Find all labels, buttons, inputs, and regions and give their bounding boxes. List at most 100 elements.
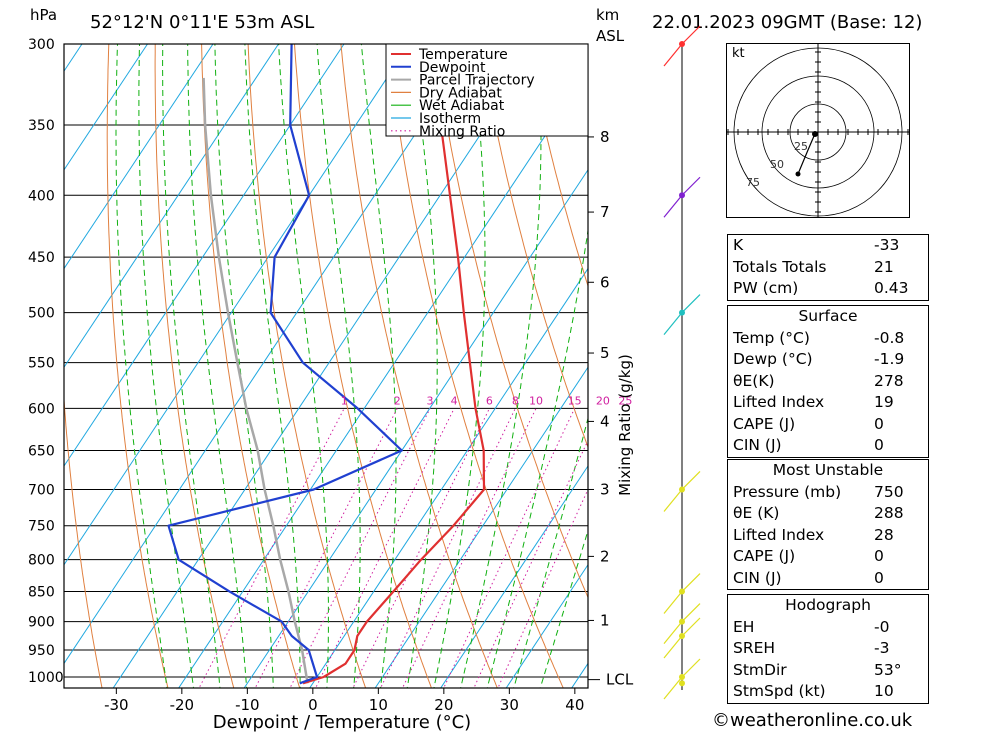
- surface-dewp-row: Dewp (°C) -1.9: [728, 349, 928, 371]
- isotherm-line: [440, 465, 588, 688]
- isotherm-line: [64, 44, 476, 665]
- stmspd-label: StmSpd (kt): [733, 682, 826, 700]
- wet-adiabat-line: [433, 44, 486, 688]
- pressure-axis: 300 350 400 450 500 550 600 650 700 750 800 850 900 9…: [28, 37, 64, 686]
- wind-barb-flag: [681, 471, 701, 490]
- dry-adiabat-line: [154, 44, 235, 688]
- pressure-tick-label: 700: [28, 482, 55, 498]
- mixing-ratio-line: [473, 439, 588, 688]
- pressure-tick-label: 300: [28, 37, 55, 53]
- mixing-ratio-line: [315, 408, 455, 688]
- pressure-tick-label: 550: [28, 356, 55, 372]
- surface-cin-value: 0: [874, 436, 884, 454]
- pressure-unit-label: hPa: [30, 6, 57, 24]
- hodograph-ring-label: 75: [746, 176, 760, 189]
- hodograph-trace: [797, 135, 815, 175]
- parcel-trajectory-line: [202, 77, 309, 684]
- wind-barb-shaft: [663, 676, 683, 700]
- wet-adiabat-line: [360, 44, 397, 688]
- eh-label: EH: [733, 617, 755, 636]
- mixing-ratio-line: [198, 408, 345, 688]
- height-tick-label: 1: [600, 611, 610, 629]
- hodograph-ring-label: 25: [794, 140, 808, 153]
- height-ref-label: ASL: [596, 27, 625, 45]
- mixing-ratio-label: 20: [596, 394, 610, 407]
- mixing-ratio-line: [380, 408, 516, 688]
- height-tick-label: 4: [600, 412, 610, 430]
- mixing-ratio-label: 2: [394, 394, 401, 407]
- pw-value: 0.43: [874, 279, 909, 297]
- mu-cape-value: 0: [874, 547, 884, 565]
- pressure-tick-label: 1000: [28, 670, 64, 686]
- legend-label: Parcel Trajectory: [419, 73, 535, 89]
- height-tick-label: 6: [600, 273, 610, 291]
- profile-lines: [167, 44, 486, 685]
- surface-cin-row: CIN (J) 0: [728, 435, 928, 457]
- mixing-ratio-label: 3: [427, 394, 434, 407]
- pw-label: PW (cm): [733, 279, 799, 297]
- surface-theta-e-label: θE(K): [733, 371, 775, 390]
- copyright-link[interactable]: ©weatheronline.co.uk: [712, 710, 913, 731]
- dry-adiabat-line: [201, 44, 301, 688]
- temperature-axis: -30 -20 -10 0 10 20 30 40: [104, 688, 584, 714]
- mixing-ratio-line: [401, 408, 537, 688]
- stmspd-row: StmSpd (kt) 10: [728, 681, 928, 703]
- surface-cape-row: CAPE (J) 0: [728, 414, 928, 436]
- mu-cin-value: 0: [874, 568, 884, 587]
- isotherm-line: [64, 44, 214, 270]
- x-tick-label: 0: [308, 696, 318, 714]
- height-tick-label: 2: [600, 547, 610, 565]
- pressure-tick-label: 650: [28, 444, 55, 460]
- dry-adiabat-line: [386, 44, 564, 688]
- legend-label: Temperature: [418, 47, 508, 63]
- wet-adiabat-line: [162, 44, 221, 688]
- height-unit-label: km: [596, 6, 619, 24]
- x-tick-label: 30: [500, 696, 519, 714]
- wind-barb-flag: [681, 658, 701, 678]
- totals-totals-row: Totals Totals 21: [728, 257, 928, 279]
- surface-cin-label: CIN (J): [733, 436, 782, 454]
- x-tick-label: -20: [170, 696, 195, 714]
- surface-dewp-value: -1.9: [874, 350, 905, 368]
- wind-barb-shaft: [663, 489, 683, 512]
- hodograph-start-dot: [795, 171, 801, 177]
- mu-cin-row: CIN (J) 0: [728, 568, 928, 590]
- surface-theta-e-row: θE(K) 278: [728, 371, 928, 393]
- height-tick-label: 5: [600, 344, 610, 362]
- totals-totals-value: 21: [874, 257, 894, 276]
- mu-lifted-index-value: 28: [874, 525, 894, 544]
- mixing-ratio-line: [443, 408, 576, 688]
- isotherm-line: [309, 267, 588, 688]
- hodograph-plot: kt 25 50 75: [726, 43, 910, 218]
- wind-barb-shaft: [663, 635, 683, 659]
- wind-barb-flag: [681, 603, 701, 623]
- mu-pressure-row: Pressure (mb) 750: [728, 482, 928, 504]
- mu-cin-label: CIN (J): [733, 568, 782, 587]
- wind-barb-flag: [681, 294, 701, 313]
- stmdir-row: StmDir 53°: [728, 660, 928, 682]
- isotherm-line: [112, 44, 541, 688]
- mixing-ratio-label: 25: [618, 394, 632, 407]
- stmspd-value: 10: [874, 682, 894, 700]
- header: hPa 52°12'N 0°11'E 53m ASL km ASL 22.01.…: [30, 6, 922, 45]
- isotherm-line: [243, 168, 588, 688]
- mu-lifted-index-label: Lifted Index: [733, 525, 825, 544]
- hodograph-unit: kt: [732, 46, 745, 61]
- pressure-tick-label: 600: [28, 401, 55, 417]
- wind-barb-shaft: [663, 43, 683, 67]
- pressure-tick-label: 450: [28, 250, 55, 266]
- surface-temp-label: Temp (°C): [733, 328, 810, 347]
- wind-profile: [663, 25, 701, 700]
- legend-label: Mixing Ratio: [419, 124, 505, 140]
- location-title: 52°12'N 0°11'E 53m ASL: [90, 12, 314, 33]
- wind-barb-shaft: [663, 621, 683, 644]
- dry-adiabat-line: [526, 44, 588, 288]
- x-tick-label: -30: [104, 696, 129, 714]
- dry-adiabat-line: [247, 44, 367, 688]
- wind-level-dot: [679, 680, 685, 687]
- eh-value: -0: [874, 617, 890, 636]
- legend-label: Dry Adiabat: [419, 85, 502, 101]
- mu-lifted-index-row: Lifted Index 28: [728, 525, 928, 547]
- height-tick-label: 7: [600, 203, 610, 221]
